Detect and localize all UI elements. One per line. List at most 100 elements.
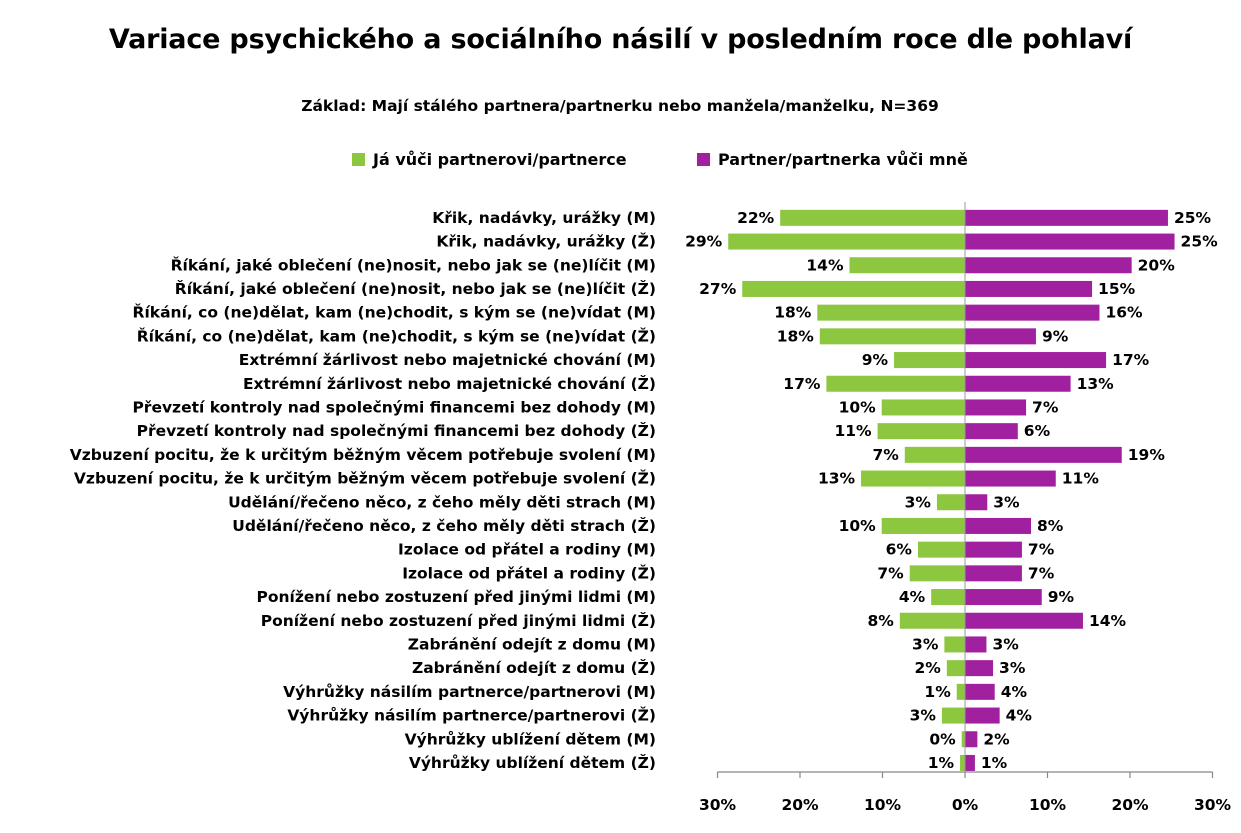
value-label-self: 10%	[839, 517, 877, 535]
value-label-self: 18%	[774, 304, 812, 322]
value-label-partner: 14%	[1089, 612, 1127, 630]
category-label: Výhrůžky ublížení dětem (M)	[405, 729, 656, 748]
x-tick-label: 10%	[1029, 796, 1067, 814]
category-label: Udělání/řečeno něco, z čeho měly děti st…	[228, 493, 656, 511]
category-label: Vzbuzení pocitu, že k určitým běžným věc…	[74, 469, 656, 488]
value-label-self: 13%	[818, 470, 856, 488]
value-label-partner: 7%	[1028, 564, 1055, 582]
category-label: Extrémní žárlivost nebo majetnické chová…	[239, 351, 656, 369]
value-label-self: 7%	[877, 564, 904, 582]
value-label-self: 4%	[899, 588, 926, 606]
bar-self	[936, 494, 965, 511]
bar-self	[961, 731, 965, 748]
category-label: Vzbuzení pocitu, že k určitým běžným věc…	[70, 446, 656, 464]
bar-partner	[965, 494, 988, 511]
value-label-partner: 3%	[999, 659, 1026, 677]
bar-self	[904, 446, 965, 463]
bar-self	[817, 304, 965, 321]
value-label-self: 22%	[737, 209, 775, 227]
value-label-partner: 25%	[1181, 233, 1219, 251]
bar-self	[819, 328, 965, 345]
bar-self	[960, 754, 965, 771]
bar-self	[877, 423, 965, 440]
category-label: Izolace od přátel a rodiny (Ž)	[402, 563, 656, 582]
bar-partner	[965, 660, 994, 677]
bar-self	[742, 280, 965, 297]
bar-partner	[965, 541, 1022, 558]
value-label-partner: 15%	[1098, 280, 1136, 298]
value-label-self: 3%	[910, 707, 937, 725]
bar-self	[881, 517, 965, 534]
legend-swatch-partner	[697, 153, 710, 166]
value-label-partner: 13%	[1077, 375, 1115, 393]
category-label: Křik, nadávky, urážky (Ž)	[436, 232, 656, 251]
value-label-self: 0%	[929, 730, 956, 748]
bar-self	[909, 565, 965, 582]
value-label-self: 18%	[777, 327, 815, 345]
bar-partner	[965, 446, 1122, 463]
bar-partner	[965, 683, 995, 700]
category-label: Říkání, jaké oblečení (ne)nosit, nebo ja…	[175, 279, 656, 298]
value-label-partner: 9%	[1042, 327, 1069, 345]
x-tick-label: 30%	[1194, 796, 1232, 814]
bar-partner	[965, 375, 1071, 392]
value-label-partner: 6%	[1024, 422, 1051, 440]
value-label-self: 8%	[867, 612, 894, 630]
category-label: Křik, nadávky, urážky (M)	[432, 209, 656, 227]
value-label-self: 7%	[872, 446, 899, 464]
bar-self	[956, 683, 965, 700]
value-label-self: 6%	[886, 541, 913, 559]
x-tick-label: 30%	[699, 796, 737, 814]
value-label-self: 14%	[806, 256, 844, 274]
bar-partner	[965, 754, 975, 771]
bar-self	[849, 257, 965, 274]
bar-partner	[965, 470, 1056, 487]
bar-self	[941, 707, 965, 724]
bar-self	[728, 233, 965, 250]
bar-partner	[965, 589, 1042, 606]
bar-partner	[965, 565, 1022, 582]
value-label-self: 1%	[924, 683, 951, 701]
bar-self	[881, 399, 965, 416]
bar-self	[931, 589, 965, 606]
value-label-self: 9%	[862, 351, 889, 369]
value-label-partner: 11%	[1062, 470, 1100, 488]
value-label-self: 3%	[912, 635, 939, 653]
bar-partner	[965, 352, 1107, 369]
legend-label-self: Já vůči partnerovi/partnerce	[373, 150, 627, 169]
category-label: Říkání, co (ne)dělat, kam (ne)chodit, s …	[137, 326, 656, 345]
value-label-partner: 20%	[1138, 256, 1176, 274]
value-label-partner: 7%	[1028, 541, 1055, 559]
category-label: Říkání, co (ne)dělat, kam (ne)chodit, s …	[133, 303, 656, 322]
legend-item-partner: Partner/partnerka vůči mně	[697, 150, 968, 169]
bar-partner	[965, 257, 1132, 274]
bar-self	[917, 541, 965, 558]
bar-self	[780, 209, 965, 226]
category-label: Zabránění odejít z domu (Ž)	[412, 658, 656, 677]
x-tick-label: 0%	[952, 796, 979, 814]
value-label-partner: 1%	[981, 754, 1008, 772]
bar-self	[826, 375, 965, 392]
value-label-partner: 7%	[1032, 398, 1059, 416]
x-tick-label: 20%	[1111, 796, 1149, 814]
category-label: Zabránění odejít z domu (M)	[408, 635, 656, 653]
bar-partner	[965, 517, 1031, 534]
value-label-partner: 9%	[1048, 588, 1075, 606]
bar-partner	[965, 328, 1036, 345]
category-label: Výhrůžky násilím partnerce/partnerovi (M…	[283, 682, 656, 701]
chart-title: Variace psychického a sociálního násilí …	[108, 24, 1133, 55]
chart-subtitle: Základ: Mají stálého partnera/partnerku …	[301, 97, 939, 115]
bar-self	[944, 636, 965, 653]
value-label-partner: 3%	[993, 493, 1020, 511]
legend-label-partner: Partner/partnerka vůči mně	[718, 150, 968, 169]
value-label-self: 1%	[928, 754, 955, 772]
value-label-partner: 3%	[992, 635, 1019, 653]
bar-self	[946, 660, 965, 677]
category-label: Udělání/řečeno něco, z čeho měly děti st…	[232, 516, 656, 535]
x-tick-label: 10%	[864, 796, 902, 814]
bar-partner	[965, 707, 1000, 724]
category-label: Extrémní žárlivost nebo majetnické chová…	[243, 374, 656, 393]
value-label-partner: 16%	[1105, 304, 1143, 322]
category-label: Ponížení nebo zostuzení před jinými lidm…	[257, 588, 656, 606]
